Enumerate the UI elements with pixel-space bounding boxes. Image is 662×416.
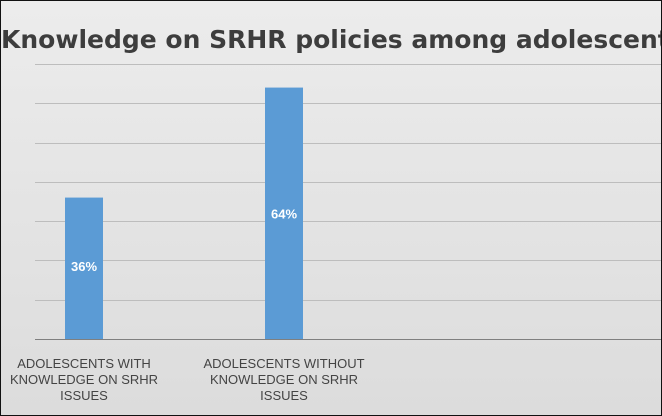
bar-label-1: 64% bbox=[271, 206, 297, 221]
category-label-0: ADOLESCENTS WITH KNOWLEDGE ON SRHR ISSUE… bbox=[1, 356, 194, 404]
category-label-1: ADOLESCENTS WITHOUT KNOWLEDGE ON SRHR IS… bbox=[174, 356, 394, 404]
chart-title: Knowledge on SRHR policies among adolesc… bbox=[1, 25, 662, 54]
category-label-0-line-2: ISSUES bbox=[60, 388, 108, 403]
bar-label-0: 36% bbox=[71, 259, 97, 274]
category-label-1-line-2: ISSUES bbox=[260, 388, 308, 403]
category-label-0-line-1: KNOWLEDGE ON SRHR bbox=[9, 372, 159, 387]
bar-0 bbox=[65, 197, 103, 339]
category-label-1-line-1: KNOWLEDGE ON SRHR bbox=[209, 372, 359, 387]
category-label-1-line-0: ADOLESCENTS WITHOUT bbox=[203, 356, 365, 371]
category-label-0-line-0: ADOLESCENTS WITH bbox=[17, 356, 151, 371]
bar-1 bbox=[265, 87, 303, 339]
